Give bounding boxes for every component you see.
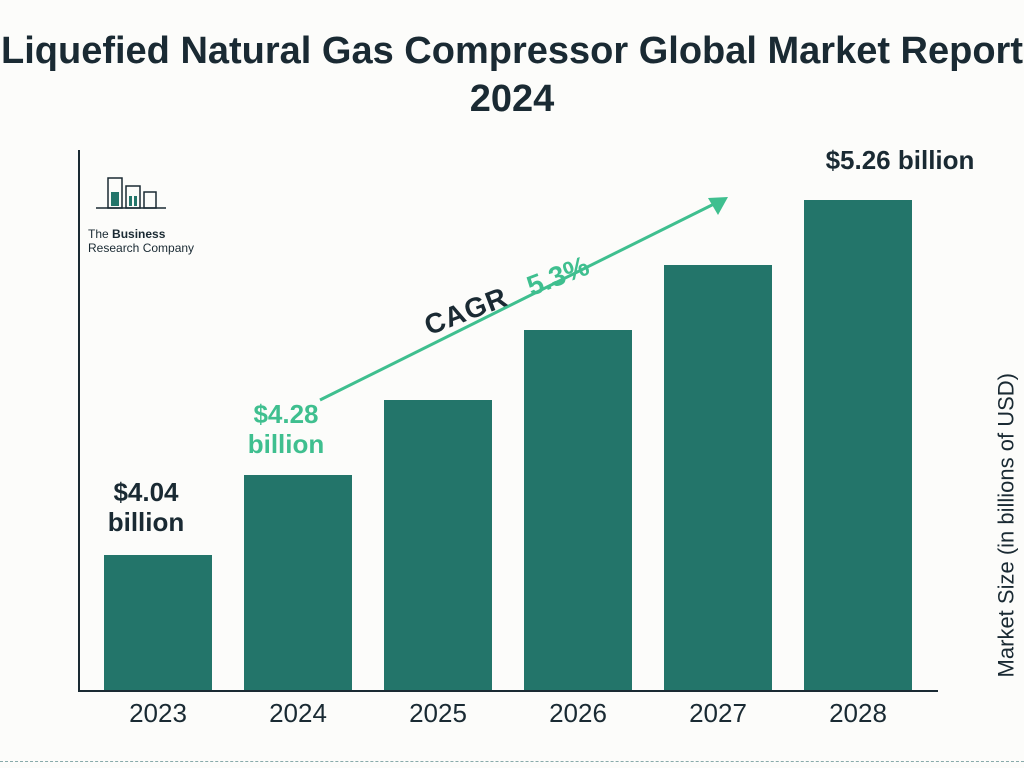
callout-2028: $5.26 billion [800,146,1000,176]
bars-container [78,150,938,690]
chart-area: 2023 2024 2025 2026 2027 2028 [78,150,938,710]
callout-2023: $4.04 billion [86,478,206,538]
xlabel-1: 2024 [244,698,352,729]
bar-2027 [664,265,772,690]
bar-2024 [244,475,352,690]
x-axis [78,690,938,692]
bar-2026 [524,330,632,690]
xlabel-0: 2023 [104,698,212,729]
bottom-divider [0,761,1024,762]
callout-2024: $4.28 billion [226,400,346,460]
x-labels: 2023 2024 2025 2026 2027 2028 [78,698,938,729]
chart-title: Liquefied Natural Gas Compressor Global … [0,28,1024,123]
xlabel-4: 2027 [664,698,772,729]
xlabel-2: 2025 [384,698,492,729]
y-axis-label: Market Size (in billions of USD) [993,373,1019,677]
bar-2023 [104,555,212,690]
xlabel-5: 2028 [804,698,912,729]
xlabel-3: 2026 [524,698,632,729]
bar-2025 [384,400,492,690]
bar-2028 [804,200,912,690]
